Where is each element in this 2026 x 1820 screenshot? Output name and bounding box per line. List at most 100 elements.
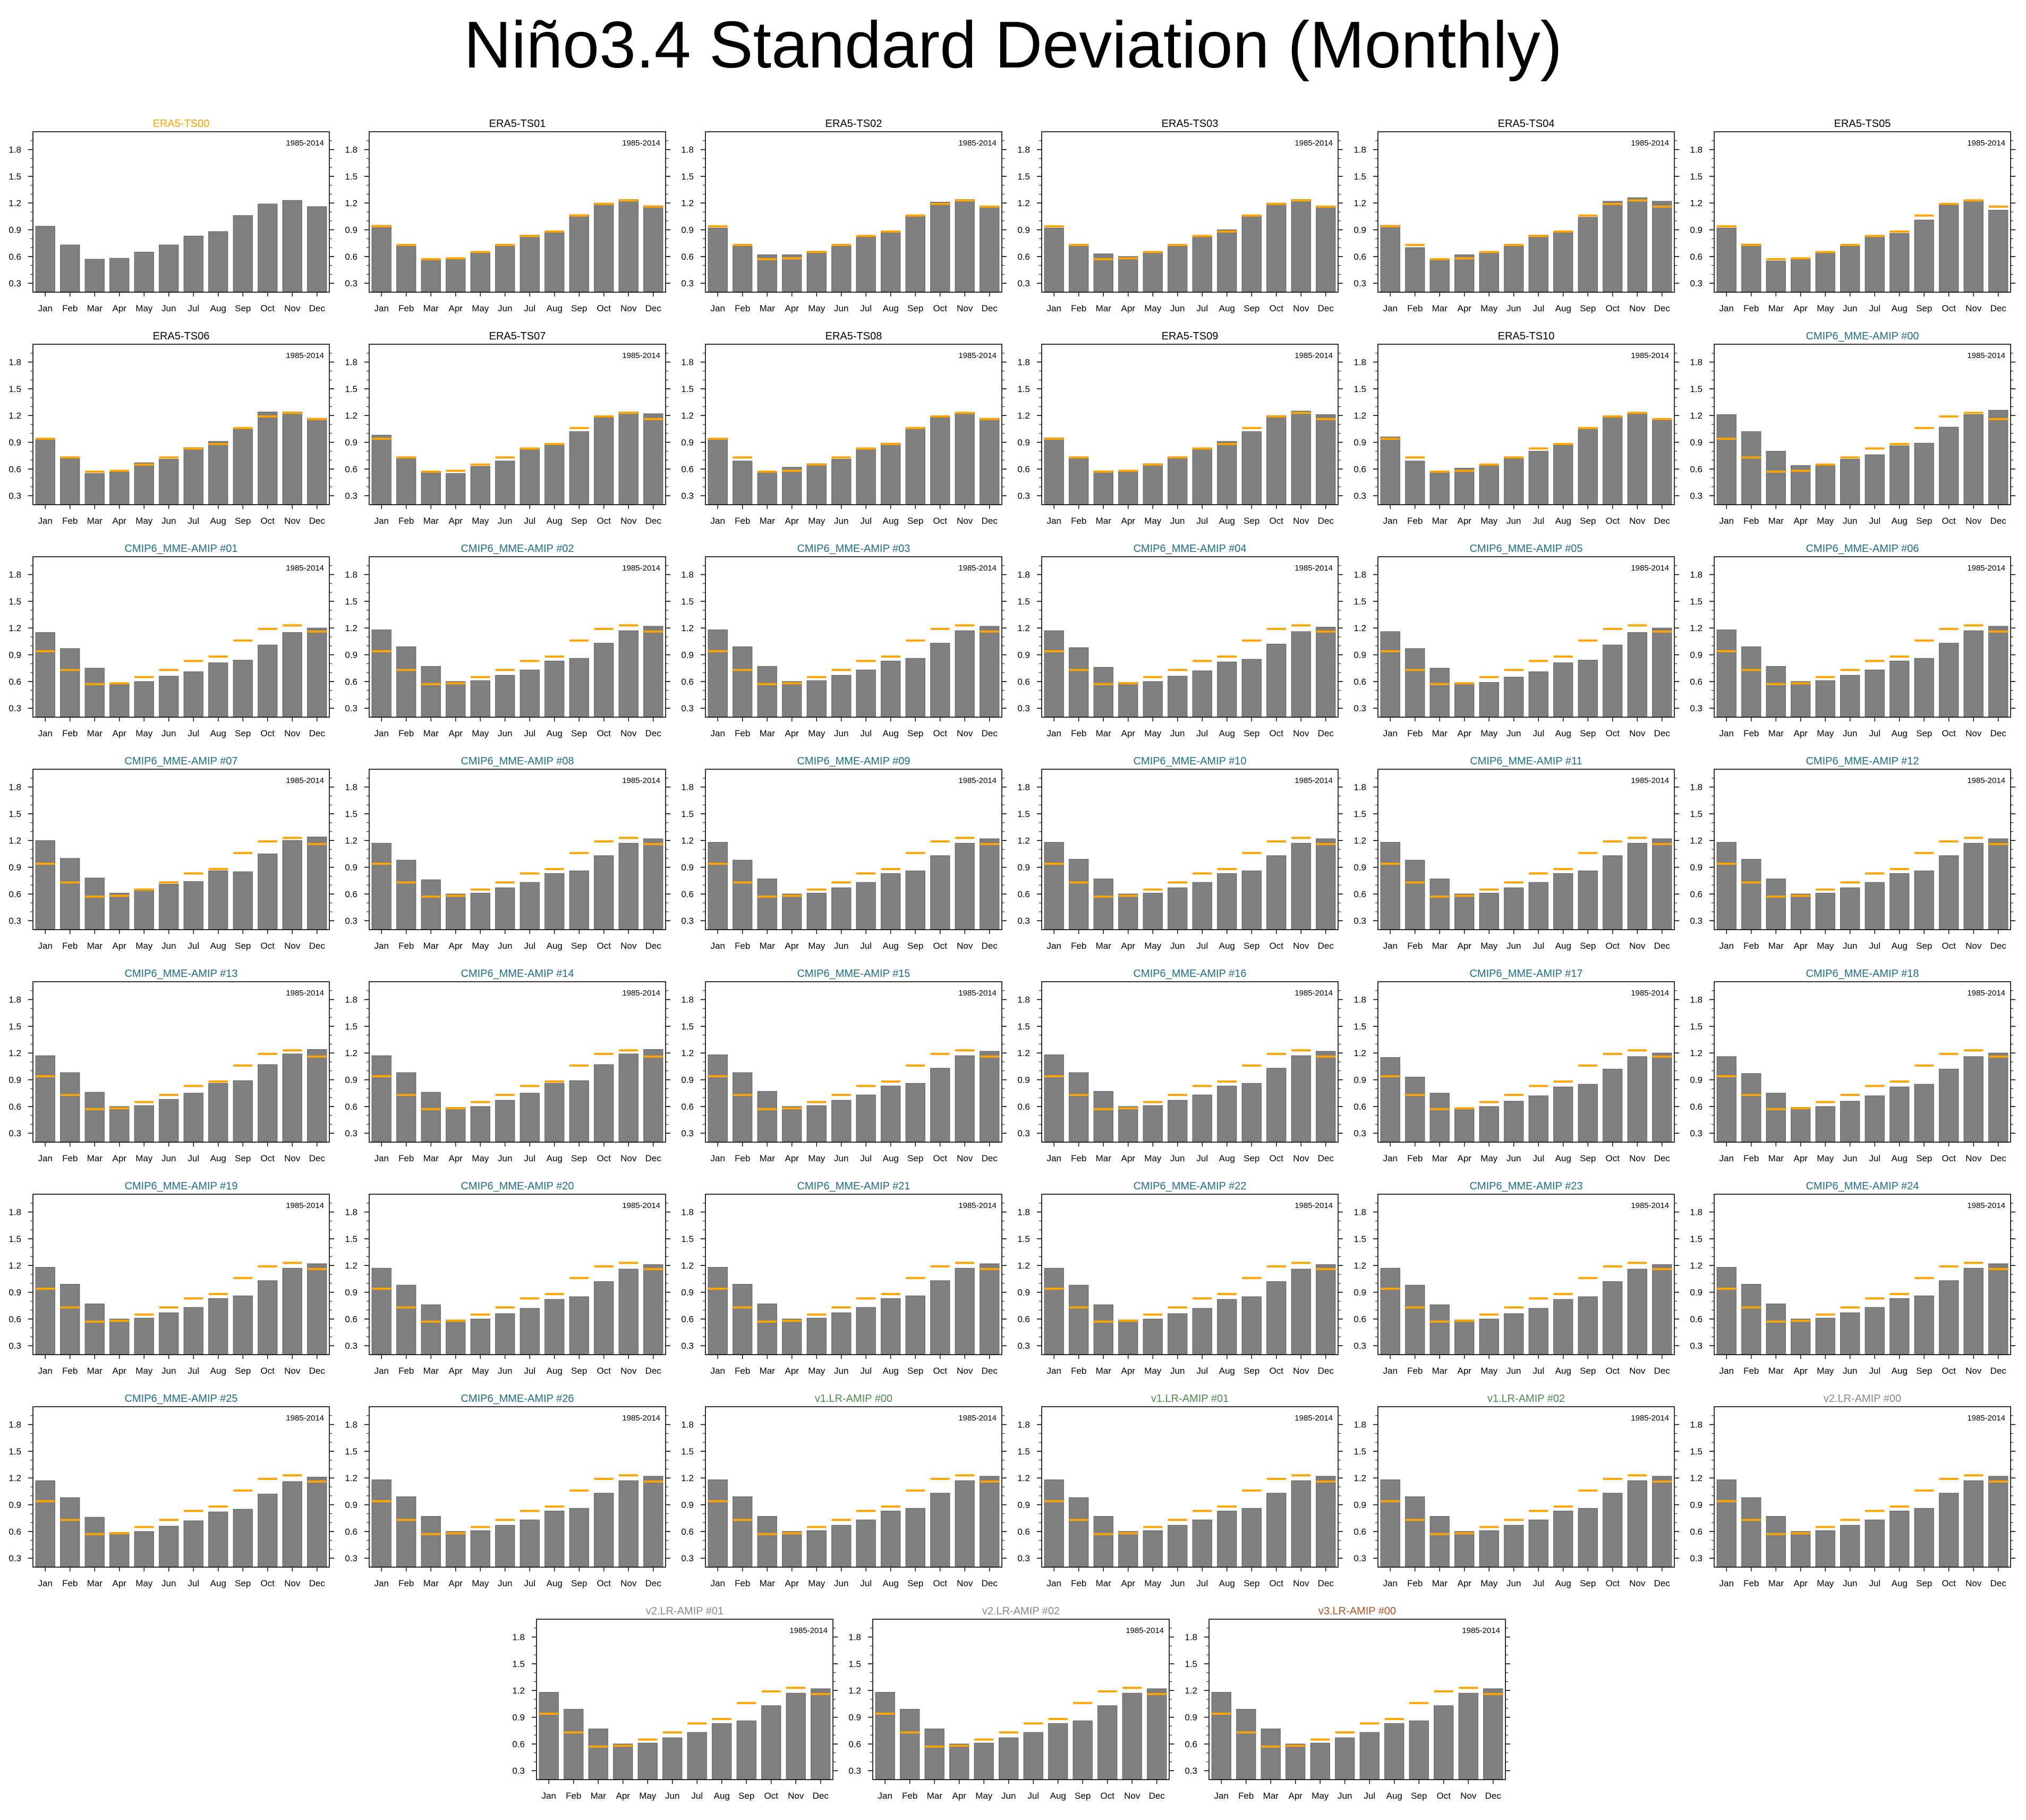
bar-Apr <box>1118 1320 1138 1355</box>
x-tick-label: Jun <box>498 1578 512 1588</box>
y-tick-label: 0.6 <box>1690 464 1702 474</box>
y-tick-label: 0.9 <box>1690 225 1702 235</box>
x-tick-label: Jun <box>1506 516 1521 526</box>
x-tick-label: Feb <box>735 941 750 951</box>
y-tick-label: 1.5 <box>1353 597 1366 607</box>
bar-Sep <box>1578 660 1598 718</box>
y-tick-label: 0.9 <box>345 650 357 660</box>
bar-Jan <box>35 1267 55 1355</box>
y-tick-label: 0.9 <box>681 1288 694 1298</box>
panel-title: ERA5-TS09 <box>1162 330 1219 342</box>
x-tick-label: Nov <box>1293 303 1309 313</box>
x-tick-label: Jan <box>374 728 389 738</box>
x-tick-label: May <box>1480 728 1498 738</box>
x-tick-label: Dec <box>982 1153 998 1163</box>
bar-Feb <box>733 245 753 293</box>
bar-Mar <box>757 1303 777 1355</box>
x-tick-label: Apr <box>1121 941 1136 951</box>
x-tick-label: Sep <box>571 303 587 313</box>
bar-Mar <box>84 473 105 505</box>
bar-Jul <box>520 1093 540 1143</box>
bar-Mar <box>421 260 441 293</box>
y-tick-label: 0.3 <box>1690 278 1702 288</box>
y-tick-label: 1.5 <box>1017 597 1030 607</box>
x-tick-label: Oct <box>1101 1791 1115 1801</box>
bar-Feb <box>733 860 753 930</box>
x-tick-label: Mar <box>1432 1366 1448 1376</box>
y-tick-label: 1.5 <box>345 1022 357 1032</box>
y-tick-label: 1.5 <box>1690 384 1702 394</box>
x-tick-label: Mar <box>760 516 776 526</box>
bar-May <box>470 1319 490 1355</box>
x-tick-label: Aug <box>210 303 226 313</box>
bar-Aug <box>1553 444 1573 505</box>
bar-Oct <box>930 1493 950 1568</box>
bar-Mar <box>1093 470 1113 505</box>
bar-Oct <box>258 1064 278 1143</box>
bar-Sep <box>1072 1720 1093 1780</box>
y-tick-label: 0.9 <box>1017 1075 1030 1085</box>
y-tick-label: 0.6 <box>1017 1102 1030 1112</box>
bar-Dec <box>643 1476 663 1568</box>
x-tick-label: Mar <box>1432 728 1448 738</box>
x-tick-label: Feb <box>1743 1366 1759 1376</box>
bar-Nov <box>1963 1480 1984 1568</box>
bar-Apr <box>109 471 130 505</box>
x-tick-label: Jan <box>1214 1791 1229 1801</box>
x-tick-label: Oct <box>1606 516 1620 526</box>
panel-frame <box>1714 769 2011 930</box>
bar-Jan <box>1716 414 1736 505</box>
x-tick-label: Dec <box>982 516 998 526</box>
panel-frame <box>1714 981 2011 1143</box>
panel-frame <box>369 769 666 930</box>
x-tick-label: Nov <box>284 1366 301 1376</box>
bar-Oct <box>930 417 950 505</box>
panel-title: ERA5-TS06 <box>153 330 210 342</box>
bar-Apr <box>446 681 466 718</box>
bar-Feb <box>60 1072 80 1143</box>
x-tick-label: Jan <box>1719 941 1734 951</box>
x-tick-label: Jul <box>524 516 535 526</box>
panel-title: ERA5-TS04 <box>1498 118 1555 130</box>
x-tick-label: Sep <box>1580 941 1596 951</box>
period-label: 1985-2014 <box>1295 351 1333 360</box>
bar-Sep <box>1241 1296 1262 1355</box>
panel-title: CMIP6_MME-AMIP #19 <box>124 1180 237 1192</box>
x-tick-label: Jul <box>1196 303 1208 313</box>
bar-Jan <box>1380 436 1400 505</box>
y-tick-label: 0.3 <box>8 1128 21 1138</box>
bar-Feb <box>733 461 753 505</box>
bar-Jul <box>1865 235 1885 293</box>
x-tick-label: Apr <box>1794 516 1808 526</box>
x-tick-label: Mar <box>1096 728 1112 738</box>
x-tick-label: Mar <box>87 303 103 313</box>
bar-May <box>1815 892 1835 930</box>
x-tick-label: Jan <box>711 1366 725 1376</box>
bar-Jan <box>1380 1268 1400 1355</box>
bar-May <box>470 466 490 505</box>
x-tick-label: Dec <box>1990 303 2007 313</box>
bar-Nov <box>1627 197 1647 293</box>
bar-Dec <box>643 838 663 930</box>
bar-Oct <box>1939 855 1959 930</box>
x-tick-label: Dec <box>982 728 998 738</box>
bar-May <box>1143 1105 1163 1143</box>
y-tick-label: 0.9 <box>1185 1713 1197 1723</box>
bar-May <box>1479 1530 1499 1568</box>
x-tick-label: May <box>1480 1153 1498 1163</box>
bar-Sep <box>1914 658 1934 718</box>
bar-Aug <box>544 231 565 293</box>
x-tick-label: Feb <box>398 1578 414 1588</box>
bar-Oct <box>258 853 278 930</box>
y-tick-label: 0.6 <box>8 1102 21 1112</box>
x-tick-label: Aug <box>547 1578 563 1588</box>
panel-frame <box>369 1406 666 1568</box>
x-tick-label: Jun <box>1506 728 1521 738</box>
bar-Jan <box>1044 630 1064 718</box>
bar-Apr <box>1791 1531 1811 1568</box>
